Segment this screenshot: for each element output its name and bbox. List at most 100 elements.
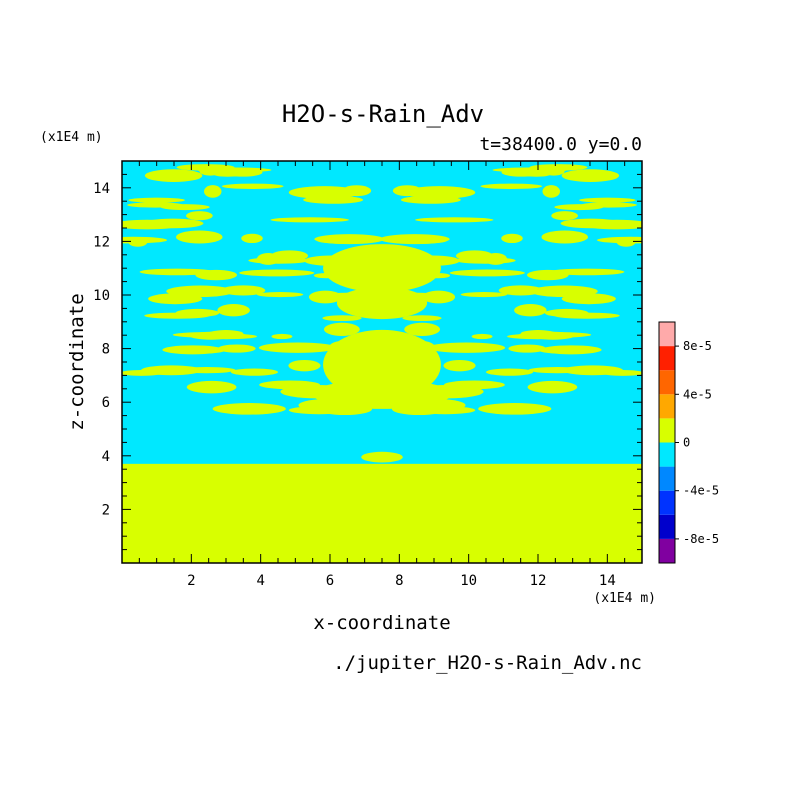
zero-patch bbox=[443, 359, 476, 372]
zero-patch bbox=[542, 185, 561, 198]
x-tick-label: 2 bbox=[187, 573, 195, 589]
colorbar-swatch bbox=[659, 322, 675, 347]
field-negative-region bbox=[122, 161, 642, 464]
zero-patch bbox=[379, 234, 450, 245]
zero-patch bbox=[139, 268, 215, 276]
zero-patch bbox=[212, 171, 243, 177]
zero-patch bbox=[323, 244, 441, 293]
x-tick-label: 10 bbox=[460, 573, 477, 589]
chart-title: H2O-s-Rain_Adv bbox=[282, 100, 484, 128]
zero-patch bbox=[444, 380, 505, 390]
zero-patch bbox=[241, 233, 263, 244]
x-axis-label: x-coordinate bbox=[313, 612, 450, 634]
zero-patch bbox=[508, 344, 547, 353]
zero-patch bbox=[239, 269, 315, 277]
zero-patch bbox=[544, 308, 589, 317]
colorbar-tick-label: 4e-5 bbox=[683, 387, 712, 401]
zero-patch bbox=[175, 308, 220, 317]
zero-patch bbox=[322, 315, 362, 322]
colorbar-tick-label: 8e-5 bbox=[683, 339, 712, 353]
zero-patch bbox=[259, 380, 320, 390]
zero-patch bbox=[404, 322, 441, 336]
zero-patch bbox=[521, 171, 552, 177]
zero-patch bbox=[141, 365, 202, 376]
zero-patch bbox=[414, 406, 476, 415]
zero-patch bbox=[361, 451, 403, 463]
zero-patch bbox=[449, 269, 525, 277]
zero-patch bbox=[230, 368, 279, 376]
zero-patch bbox=[256, 292, 304, 298]
zero-patch bbox=[127, 202, 184, 208]
zero-patch bbox=[303, 195, 364, 204]
colorbar-swatch bbox=[659, 394, 675, 419]
axis-tick-labels: 2 4 6 8 10 12 14 2 4 6 8 10 12 14 bbox=[93, 181, 616, 589]
zero-patch bbox=[551, 211, 578, 221]
zero-patch bbox=[402, 315, 442, 322]
zero-patch bbox=[217, 344, 256, 353]
y-tick-label: 14 bbox=[93, 181, 110, 197]
zero-patch bbox=[538, 347, 584, 354]
source-file-label: ./jupiter_H2O-s-Rain_Adv.nc bbox=[333, 652, 642, 674]
y-tick-label: 8 bbox=[102, 342, 110, 358]
zero-patch bbox=[485, 368, 534, 376]
x-tick-label: 8 bbox=[395, 573, 403, 589]
colorbar-swatch bbox=[659, 490, 675, 515]
zero-patch bbox=[148, 293, 203, 305]
colorbar-tick-label: -8e-5 bbox=[683, 532, 719, 546]
zero-patch bbox=[561, 169, 620, 182]
zero-patch bbox=[323, 322, 360, 336]
x-tick-label: 12 bbox=[530, 573, 547, 589]
zero-patch bbox=[175, 230, 223, 244]
zero-patch bbox=[415, 217, 494, 223]
zero-patch bbox=[336, 286, 428, 320]
zero-patch bbox=[541, 230, 589, 244]
zero-patch bbox=[403, 186, 476, 199]
zero-patch bbox=[314, 234, 385, 245]
zero-patch bbox=[122, 219, 183, 230]
x-tick-label: 14 bbox=[599, 573, 616, 589]
zero-patch bbox=[144, 169, 203, 182]
y-unit-label: (x1E4 m) bbox=[40, 130, 103, 145]
zero-patch bbox=[271, 333, 293, 340]
colorbar-swatch bbox=[659, 514, 675, 539]
zero-patch bbox=[186, 211, 213, 221]
y-tick-label: 10 bbox=[93, 288, 110, 304]
chart-subtitle: t=38400.0 y=0.0 bbox=[479, 134, 642, 155]
y-tick-label: 12 bbox=[93, 234, 110, 250]
zero-patch bbox=[400, 195, 461, 204]
zero-patch bbox=[579, 197, 636, 203]
colorbar: -8e-5 -4e-5 0 4e-5 8e-5 bbox=[658, 321, 719, 564]
zero-patch bbox=[471, 333, 493, 340]
zero-patch bbox=[180, 347, 226, 354]
x-tick-label: 6 bbox=[326, 573, 334, 589]
contour-plot bbox=[121, 160, 643, 564]
colorbar-swatch bbox=[659, 466, 675, 491]
zero-patch bbox=[480, 183, 543, 189]
colorbar-swatch bbox=[659, 442, 675, 467]
zero-patch bbox=[288, 406, 350, 415]
y-tick-label: 2 bbox=[102, 502, 110, 518]
zero-patch bbox=[478, 403, 552, 415]
axis-ticks bbox=[121, 160, 643, 564]
negative-patch bbox=[347, 439, 417, 449]
zero-patch bbox=[212, 403, 286, 415]
zero-patch bbox=[392, 185, 422, 197]
zero-patch bbox=[596, 236, 642, 244]
colorbar-swatch bbox=[659, 418, 675, 443]
zero-patch bbox=[217, 304, 250, 317]
colorbar-tick-label: 0 bbox=[683, 436, 690, 450]
zero-patch bbox=[501, 233, 523, 244]
zero-patch bbox=[527, 380, 578, 394]
zero-patch bbox=[270, 250, 309, 262]
zero-patch bbox=[258, 342, 337, 353]
zero-patch bbox=[427, 342, 506, 353]
zero-patch bbox=[460, 292, 508, 298]
x-tick-label: 4 bbox=[256, 573, 264, 589]
zero-patch bbox=[288, 359, 321, 372]
zero-patch bbox=[288, 186, 361, 199]
x-unit-label: (x1E4 m) bbox=[593, 591, 656, 606]
zero-patch bbox=[580, 202, 637, 208]
zero-patch bbox=[122, 236, 168, 244]
zero-patch bbox=[128, 197, 185, 203]
